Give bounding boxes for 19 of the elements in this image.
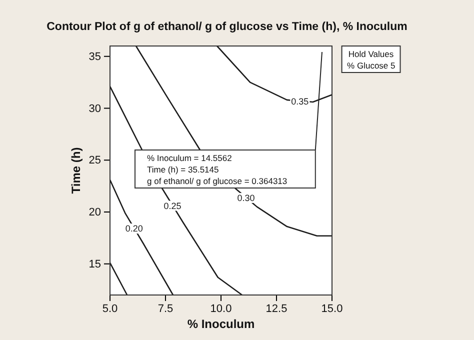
x-tick-label: 12.5 — [266, 302, 288, 315]
series-label: 0.20 — [125, 224, 143, 234]
y-tick-label: 20 — [88, 206, 101, 219]
text: Hold Values % Glucose 5 — [347, 49, 396, 70]
y-tick-label: 35 — [88, 50, 101, 63]
y-axis-title: Time (h) — [69, 147, 83, 194]
x-tick-label: 10.0 — [210, 302, 232, 315]
series-label: 0.25 — [164, 200, 182, 211]
y-tick-label: 25 — [88, 154, 101, 167]
y-tick-label: 15 — [88, 258, 101, 270]
series-label: 0.35 — [291, 96, 309, 106]
chart-title: Contour Plot of g of ethanol/ g of glucose vs Time (h), % Inoculum — [46, 21, 408, 33]
series-label: 0.30 — [237, 192, 255, 203]
x-tick-label: 15.0 — [321, 302, 343, 315]
x-axis-title: % Inoculum — [187, 317, 255, 331]
x-tick-label: 7.5 — [158, 302, 174, 315]
annotation: % Inoculum = 14.5562 Time (h) = 35.5145 g of ethanol/ g of glucose = 0.364313 — [147, 153, 288, 186]
y-tick-label: 30 — [88, 102, 101, 115]
x-tick-label: 5.0 — [102, 302, 118, 315]
